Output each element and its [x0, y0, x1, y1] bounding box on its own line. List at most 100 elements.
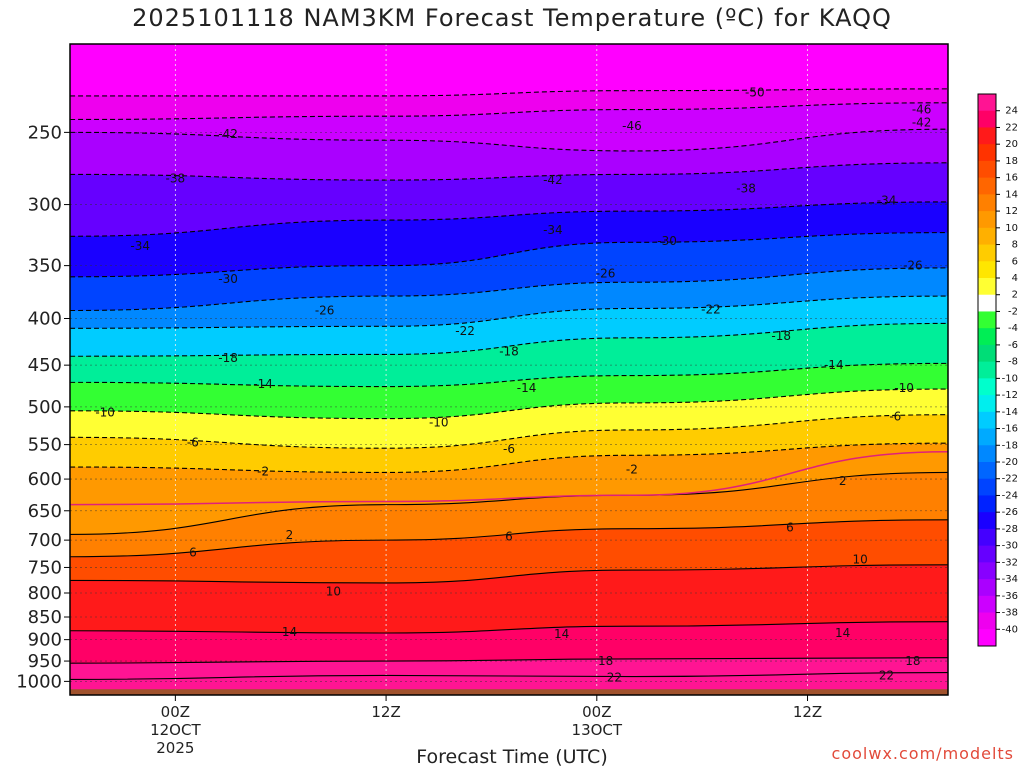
- colorbar-label: 20: [1005, 139, 1018, 150]
- contour--38: [70, 162, 948, 181]
- contour-label: -18: [499, 345, 519, 359]
- contour-label: -26: [315, 304, 335, 318]
- contour-label: 6: [786, 520, 794, 534]
- colorbar-frame: [977, 93, 997, 647]
- contour-label: -10: [894, 381, 914, 395]
- y-tick-label: 950: [28, 651, 62, 672]
- y-tick-label: 450: [28, 355, 62, 376]
- colorbar-label: -36: [1002, 591, 1018, 602]
- contour-6: [70, 519, 948, 558]
- y-tick-label: 400: [28, 309, 62, 330]
- contour--30: [70, 232, 948, 278]
- contour-label: -42: [218, 127, 238, 141]
- colorbar-swatch: [978, 211, 996, 229]
- colorbar-swatch: [978, 311, 996, 329]
- contour-label: -22: [701, 302, 721, 316]
- colorbar-swatch: [978, 495, 996, 513]
- x-axis-title: Forecast Time (UTC): [416, 746, 608, 768]
- colorbar-swatch: [978, 428, 996, 446]
- contour-label: -6: [187, 435, 199, 449]
- y-tick-label: 650: [28, 501, 62, 522]
- freezing-line: [70, 451, 948, 506]
- contour--46: [70, 102, 948, 121]
- colorbar-swatch: [978, 445, 996, 463]
- contour-label: -2: [951, 432, 963, 446]
- colorbar-swatch: [978, 562, 996, 580]
- contour-label: -30: [657, 234, 677, 248]
- contour-labels: -50-46-42-46 -42-38 -42-38-34-34-30-34-26-…: [95, 85, 963, 684]
- colorbar-label: 14: [1005, 189, 1018, 200]
- contour-label: -6: [889, 409, 901, 423]
- colorbar-label: -12: [1002, 390, 1018, 401]
- contour-label: 10: [853, 552, 868, 566]
- contour-label: -34: [543, 223, 563, 237]
- colorbar-label: -30: [1002, 541, 1018, 552]
- contour-10: [70, 564, 948, 584]
- colorbar-label: -38: [1002, 608, 1018, 619]
- colorbar-label: -28: [1002, 524, 1018, 535]
- contour--42: [70, 128, 948, 152]
- temperature-bands: [70, 44, 948, 695]
- plot-frame: [69, 43, 949, 696]
- colorbar-label: 10: [1005, 223, 1018, 234]
- x-tick-label: 13OCT: [572, 721, 623, 739]
- contour--14: [70, 362, 948, 388]
- colorbar-label: 8: [1012, 240, 1018, 251]
- colorbar-swatch: [978, 177, 996, 195]
- colorbar-label: -22: [1002, 474, 1018, 485]
- chart-title: 2025101118 NAM3KM Forecast Temperature (…: [132, 4, 892, 32]
- colorbar-label: -4: [1008, 323, 1018, 334]
- colorbar-label: 18: [1005, 156, 1018, 167]
- colorbar-label: -20: [1002, 457, 1018, 468]
- colorbar-label: 22: [1005, 122, 1018, 133]
- contour-18: [70, 657, 948, 664]
- colorbar-label: 2: [1012, 290, 1018, 301]
- x-tick-label: 00Z: [161, 703, 190, 721]
- contour-label: -42: [543, 173, 563, 187]
- contour-label: -34: [877, 194, 897, 208]
- colorbar-swatch: [978, 344, 996, 363]
- colorbar-swatch: [978, 244, 996, 262]
- contour--50: [70, 88, 948, 97]
- contour-label: -2: [626, 463, 638, 477]
- contour--26: [70, 267, 948, 312]
- colorbar-label: 16: [1005, 173, 1018, 184]
- colorbar-label: 6: [1012, 256, 1018, 267]
- x-tick-label: 00Z: [582, 703, 611, 721]
- contour-label: 14: [835, 626, 850, 640]
- colorbar-swatch: [978, 579, 996, 597]
- colorbar-swatch: [978, 595, 996, 614]
- contour-label: -50: [745, 85, 765, 99]
- colorbar-swatch: [978, 512, 996, 530]
- colorbar-label: -18: [1002, 440, 1018, 451]
- y-tick-label: 900: [28, 630, 62, 651]
- x-tick-label: 12Z: [371, 703, 400, 721]
- contour-label: 2: [839, 474, 847, 488]
- contour-label: -6: [503, 442, 515, 456]
- x-tick-label: 2025: [156, 739, 194, 757]
- contour-label: -46: [912, 103, 932, 117]
- y-tick-label: 850: [28, 607, 62, 628]
- contour-label: 6: [505, 530, 513, 544]
- contour-label: 22: [607, 670, 622, 684]
- colorbar-label: -26: [1002, 507, 1018, 518]
- colorbar-swatch: [978, 261, 996, 279]
- contour-label: -2: [257, 465, 269, 479]
- colorbar-swatch: [978, 411, 996, 430]
- colorbar-swatch: [978, 294, 996, 312]
- contour-label: -26: [596, 266, 616, 280]
- contour-22: [70, 672, 948, 680]
- colorbar-swatch: [978, 127, 996, 145]
- y-tick-label: 300: [28, 195, 62, 216]
- credit-text: coolwx.com/modelts: [831, 744, 1014, 763]
- colorbar-swatch: [978, 110, 996, 128]
- contour-label: 22: [879, 668, 894, 682]
- colorbar-label: -24: [1002, 490, 1018, 501]
- colorbar-swatch: [978, 194, 996, 212]
- contour-label: 14: [282, 625, 297, 639]
- colorbar-label: 4: [1012, 273, 1018, 284]
- colorbar-label: -40: [1002, 624, 1018, 635]
- colorbar-swatch: [978, 545, 996, 563]
